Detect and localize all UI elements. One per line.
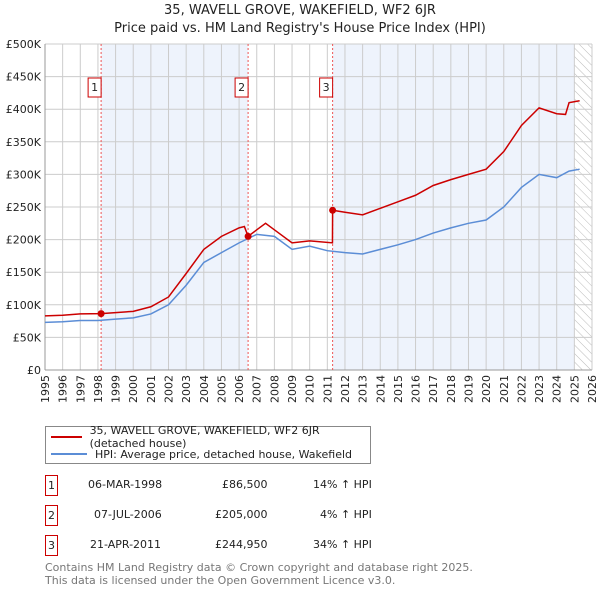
y-tick-label: £400K xyxy=(6,103,42,116)
y-tick-label: £200K xyxy=(6,234,42,247)
x-tick-label: 2001 xyxy=(145,375,158,403)
sale-label: 2 xyxy=(238,81,245,94)
legend: 35, WAVELL GROVE, WAKEFIELD, WF2 6JR (de… xyxy=(45,424,371,464)
sale-label: 3 xyxy=(323,81,330,94)
y-tick-label: £100K xyxy=(6,299,42,312)
x-tick-label: 2006 xyxy=(233,375,246,403)
x-tick-label: 2026 xyxy=(586,375,599,403)
legend-label-hpi: HPI: Average price, detached house, Wake… xyxy=(95,447,353,461)
sale-label-box xyxy=(87,77,102,98)
y-tick-label: £450K xyxy=(6,71,42,84)
x-tick-label: 1999 xyxy=(110,375,123,403)
sale-hpi: 14% ↑ HPI xyxy=(313,478,372,491)
x-tick-label: 2016 xyxy=(410,375,423,403)
hpi-line xyxy=(44,168,580,324)
y-tick-label: £300K xyxy=(6,168,42,181)
x-tick-label: 2002 xyxy=(163,375,176,403)
y-tick-label: £250K xyxy=(6,201,42,214)
x-tick-label: 2015 xyxy=(392,375,405,403)
y-tick-label: £0 xyxy=(27,364,41,377)
x-tick-label: 2018 xyxy=(445,375,458,403)
y-tick-label: £50K xyxy=(13,331,42,344)
legend-label-price: 35, WAVELL GROVE, WAKEFIELD, WF2 6JR (de… xyxy=(89,424,320,450)
sale-point xyxy=(329,206,337,214)
x-tick-label: 2024 xyxy=(551,375,564,403)
sale-point xyxy=(97,310,105,318)
y-tick-label: £150K xyxy=(6,266,42,279)
x-tick-label: 2005 xyxy=(215,375,228,403)
chart-subtitle: Price paid vs. HM Land Registry's House … xyxy=(114,21,486,36)
y-tick-label: £500K xyxy=(6,38,42,51)
sale-row: 1 06-MAR-1998 £86,500 14% ↑ HPI xyxy=(45,475,445,496)
footer: Contains HM Land Registry data © Crown c… xyxy=(45,561,473,587)
x-tick-label: 2020 xyxy=(480,375,493,403)
x-tick-label: 2023 xyxy=(533,375,546,403)
x-tick-label: 2022 xyxy=(515,375,528,403)
sale-price: £86,500 xyxy=(222,478,268,491)
sale-hpi: 4% ↑ HPI xyxy=(320,508,372,521)
x-tick-label: 2013 xyxy=(357,375,370,403)
x-tick-label: 2025 xyxy=(568,375,581,403)
sale-marker: 1 xyxy=(45,475,58,496)
x-tick-label: 2000 xyxy=(127,375,140,403)
x-tick-label: 1997 xyxy=(74,375,87,403)
x-tick-label: 1998 xyxy=(92,375,105,403)
sale-marker: 2 xyxy=(45,505,58,526)
sale-row: 3 21-APR-2011 £244,950 34% ↑ HPI xyxy=(45,535,445,556)
x-tick-label: 2012 xyxy=(339,375,352,403)
x-tick-label: 2009 xyxy=(286,375,299,403)
y-tick-label: £350K xyxy=(6,136,42,149)
x-tick-label: 2011 xyxy=(321,375,334,403)
x-tick-label: 2010 xyxy=(304,375,317,403)
x-tick-label: 1995 xyxy=(39,375,52,403)
x-tick-label: 2021 xyxy=(498,375,511,403)
chart-plot: 1995 1996 1997 1998 1999 2000 2001 2002 2003 2004… xyxy=(6,38,599,403)
x-tick-label: 1996 xyxy=(57,375,70,403)
sale-label: 1 xyxy=(91,81,98,94)
x-tick-label: 2003 xyxy=(180,375,193,403)
sale-label-box xyxy=(234,77,249,98)
licence-text: This data is licensed under the Open Gov… xyxy=(45,574,396,587)
price-line xyxy=(44,99,580,317)
x-tick-label: 2008 xyxy=(268,375,281,403)
legend-swatch-hpi xyxy=(51,453,87,455)
sale-price: £205,000 xyxy=(215,508,268,521)
x-tick-label: 2007 xyxy=(251,375,264,403)
sale-date: 21-APR-2011 xyxy=(90,538,162,551)
x-tick-label: 2017 xyxy=(427,375,440,403)
x-tick-label: 2014 xyxy=(374,375,387,403)
sale-hpi: 34% ↑ HPI xyxy=(313,538,372,551)
sale-date: 06-MAR-1998 xyxy=(88,478,163,491)
sale-date: 07-JUL-2006 xyxy=(94,508,162,521)
sale-marker: 3 xyxy=(45,535,58,556)
copyright-text: Contains HM Land Registry data © Crown c… xyxy=(45,561,473,574)
x-tick-label: 2004 xyxy=(198,375,211,403)
chart-title: 35, WAVELL GROVE, WAKEFIELD, WF2 6JR xyxy=(164,3,436,18)
sale-label-box xyxy=(319,77,334,98)
sale-price: £244,950 xyxy=(215,538,268,551)
sale-row: 2 07-JUL-2006 £205,000 4% ↑ HPI xyxy=(45,505,445,526)
x-tick-label: 2019 xyxy=(462,375,475,403)
legend-swatch-price xyxy=(51,436,82,438)
sale-point xyxy=(244,232,252,240)
